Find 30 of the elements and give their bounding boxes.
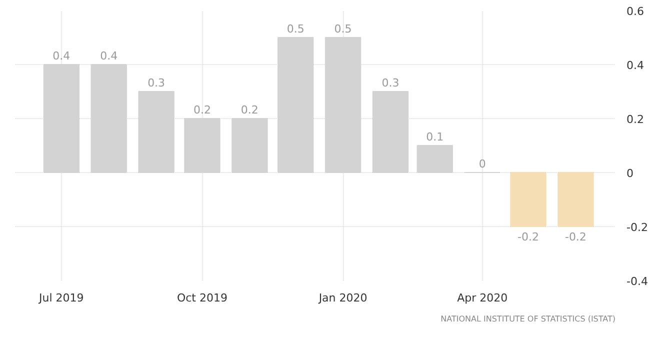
x-tick-label: Apr 2020 [457,292,508,304]
y-tick-label: 0.6 [626,5,644,18]
bar [558,172,594,227]
text: NATIONAL INSTITUTE OF STATISTICS (ISTAT) [440,314,616,324]
x-tick-label: Jan 2020 [318,292,368,304]
bar [372,91,409,173]
bar [416,145,453,173]
data-label: 0.5 [286,22,304,36]
data-label: 0.1 [426,130,444,144]
data-label: 0.2 [240,104,258,116]
data-label: 0.4 [100,50,118,62]
data-label: -0.2 [564,230,586,244]
y-tick-label: 0.4 [626,59,644,72]
bar [510,172,546,227]
data-label: 0.2 [193,104,211,116]
data-label: 0.5 [334,22,352,36]
y-tick-label: 0 [626,167,634,180]
bar [138,91,174,173]
bar [184,118,220,173]
data-label: 0.4 [52,50,70,62]
y-tick-label: -0.4 [626,275,648,288]
bar [232,118,268,173]
data-label: 0 [478,158,486,170]
x-tick-label: Oct 2019 [176,292,228,304]
y-tick-label: -0.2 [626,221,648,234]
y-tick-label: 0.2 [626,113,644,126]
data-label: 0.3 [382,76,400,90]
data-label: -0.2 [518,230,539,244]
x-tick-label: Jul 2019 [38,292,84,304]
data-label: 0.3 [148,76,166,90]
